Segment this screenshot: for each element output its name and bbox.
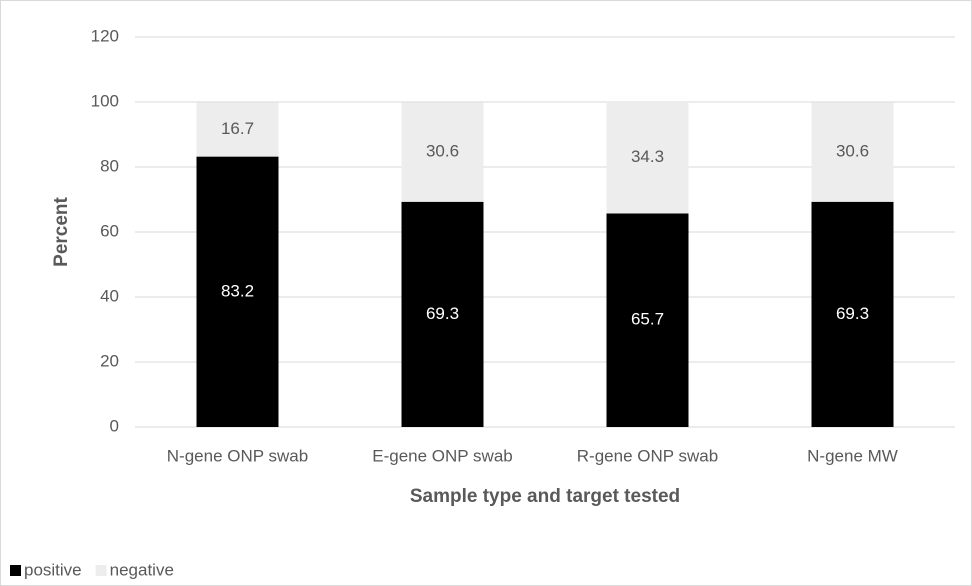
x-tick-label: N-gene MW — [807, 446, 898, 465]
bar-segment — [606, 102, 689, 214]
y-tick-label: 120 — [91, 26, 119, 45]
data-label: 83.2 — [221, 281, 254, 300]
legend-label: positive — [24, 560, 82, 579]
legend-label: negative — [110, 560, 174, 579]
data-label: 69.3 — [426, 304, 459, 323]
data-label: 30.6 — [426, 142, 459, 161]
y-tick-label: 0 — [110, 416, 119, 435]
bar-segment — [606, 213, 689, 427]
x-tick-label: E-gene ONP swab — [372, 446, 512, 465]
data-label: 16.7 — [221, 119, 254, 138]
y-tick-label: 20 — [100, 351, 119, 370]
x-tick-label: N-gene ONP swab — [167, 446, 308, 465]
bar-segment — [196, 102, 279, 157]
data-label: 65.7 — [631, 310, 664, 329]
bar-segment — [401, 102, 484, 202]
legend-swatch — [95, 565, 107, 576]
bar-segment — [196, 156, 279, 427]
y-tick-label: 100 — [91, 91, 119, 110]
legend-swatch — [10, 565, 21, 576]
x-tick-label: R-gene ONP swab — [577, 446, 718, 465]
y-tick-label: 60 — [100, 221, 119, 240]
bar-segment — [811, 102, 894, 202]
y-tick-label: 80 — [100, 156, 119, 175]
y-tick-label: 40 — [100, 286, 119, 305]
bar-segment — [811, 201, 894, 427]
y-axis-title: Percent — [51, 196, 72, 266]
data-label: 69.3 — [836, 304, 869, 323]
data-label: 34.3 — [631, 147, 664, 166]
x-axis-title: Sample type and target tested — [410, 486, 680, 507]
data-label: 30.6 — [836, 142, 869, 161]
bar-segment — [401, 201, 484, 427]
